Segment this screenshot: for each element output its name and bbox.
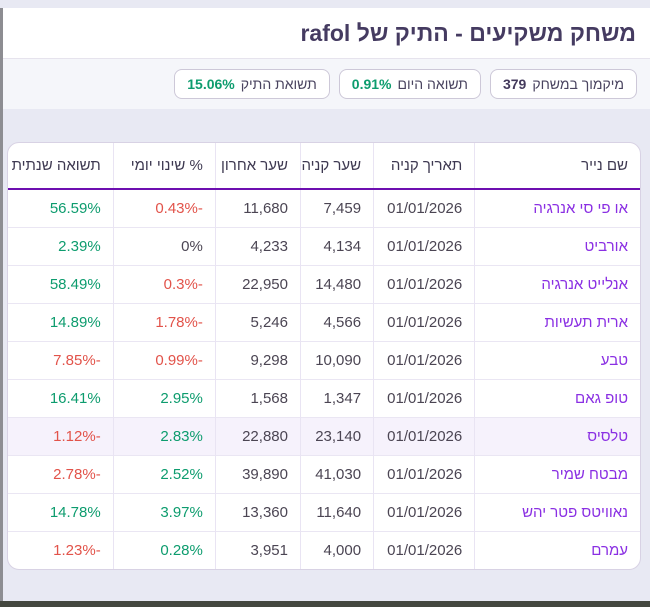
last-price-cell: 13,360 [214,493,301,532]
stat-value: 0.91% [351,76,392,92]
daily-change-cell: 2.52% [112,455,216,494]
buy-date-cell: 01/01/2026 [373,227,475,266]
portfolio-table: שם נייר תאריך קניה שער קניה שער אחרון% שינו… [8,143,640,569]
stat-badge-game-rank: מיקמוך במשחק 379 [489,69,637,99]
daily-change-cell: -0.43% [112,189,216,228]
buy-price-cell: 4,566 [299,303,374,342]
annual-return-cell: 56.59% [49,200,101,217]
annual-return-cell: -2.78% [53,466,101,483]
last-price-cell: 22,950 [214,265,301,304]
column-header: שער קניה [299,143,374,189]
annual-return-cell: 58.49% [49,276,101,293]
buy-date-cell: 01/01/2026 [373,379,475,418]
daily-change-cell: -0.99% [112,341,216,380]
table-row: טלסיס 01/01/2026 23,140 22,880 2.83% -1.12% [8,417,640,456]
window-bottom-edge [0,601,650,607]
table-row: טופ גאם 01/01/2026 1,347 1,568 2.95% 16.41% [8,379,640,418]
security-link[interactable]: עמרם [474,531,640,569]
buy-price-cell: 11,640 [299,493,374,532]
stat-badge-daily-return: תשואה היום 0.91% [338,69,481,99]
security-link[interactable]: אנלייט אנרגיה [474,265,640,304]
annual-return-cell: 14.89% [49,314,101,331]
daily-change-cell: 0.28% [112,531,216,569]
table-row: אורביט 01/01/2026 4,134 4,233 0% 2.39% [8,227,640,266]
buy-date-cell: 01/01/2026 [373,341,475,380]
security-link[interactable]: טבע [474,341,640,380]
column-header: % שינוי יומי [112,143,216,189]
annual-return-cell: -7.85% [53,352,101,369]
last-price-cell: 11,680 [214,189,301,228]
last-price-cell: 4,233 [214,227,301,266]
buy-price-cell: 7,459 [299,189,374,228]
stats-strip: מיקמוך במשחק 379 תשואה היום 0.91% תשואת התיק… [0,59,650,109]
window-left-edge [0,8,3,607]
security-link[interactable]: נאוויטס פטר יהש [474,493,640,532]
daily-change-cell: 2.95% [112,379,216,418]
portfolio-card: שם נייר תאריך קניה שער קניה שער אחרון% שינו… [7,142,641,570]
column-header: תאריך קניה [373,143,475,189]
buy-date-cell: 01/01/2026 [373,265,475,304]
daily-change-cell: 0% [112,227,216,266]
buy-date-cell: 01/01/2026 [373,189,475,228]
table-row: ארית תעשיות 01/01/2026 4,566 5,246 -1.78% 14.… [8,303,640,342]
buy-date-cell: 01/01/2026 [373,303,475,342]
daily-change-cell: 2.83% [112,417,216,456]
annual-return-cell: -1.23% [53,542,101,559]
stat-label: תשואת התיק [240,76,317,92]
table-row: עמרם 01/01/2026 4,000 3,951 0.28% -1.23% [8,531,640,569]
last-price-cell: 1,568 [214,379,301,418]
buy-date-cell: 01/01/2026 [373,493,475,532]
annual-return-cell: 16.41% [49,390,101,407]
title-band: משחק משקיעים - התיק של rafol [0,8,650,59]
stat-label: מיקמוך במשחק [532,76,624,92]
daily-change-cell: 3.97% [112,493,216,532]
annual-return-cell: -1.12% [53,428,101,445]
security-link[interactable]: מבטח שמיר [474,455,640,494]
column-header: שער אחרון [214,143,301,189]
buy-date-cell: 01/01/2026 [373,417,475,456]
table-row: נאוויטס פטר יהש 01/01/2026 11,640 13,360 3.9… [8,493,640,532]
table-header-row: שם נייר תאריך קניה שער קניה שער אחרון% שינו… [8,143,640,189]
page-title: משחק משקיעים - התיק של rafol [300,19,636,46]
column-header: תשואה שנתית [11,157,101,174]
buy-price-cell: 1,347 [299,379,374,418]
annual-return-cell: 2.39% [58,238,101,255]
security-link[interactable]: טופ גאם [474,379,640,418]
page: { "page": { "title": "משחק משקיעים - התי… [0,8,650,607]
security-link[interactable]: טלסיס [474,417,640,456]
buy-price-cell: 4,000 [299,531,374,569]
stat-badge-portfolio-return: תשואת התיק 15.06% [174,69,330,99]
buy-price-cell: 14,480 [299,265,374,304]
table-row: טבע 01/01/2026 10,090 9,298 -0.99% -7.85% [8,341,640,380]
last-price-cell: 9,298 [214,341,301,380]
last-price-cell: 3,951 [214,531,301,569]
buy-date-cell: 01/01/2026 [373,455,475,494]
last-price-cell: 22,880 [214,417,301,456]
buy-date-cell: 01/01/2026 [373,531,475,569]
last-price-cell: 39,890 [214,455,301,494]
buy-price-cell: 10,090 [299,341,374,380]
buy-price-cell: 41,030 [299,455,374,494]
table-row: אנלייט אנרגיה 01/01/2026 14,480 22,950 -0.3%… [8,265,640,304]
stat-value: 15.06% [187,76,235,92]
stat-label: תשואה היום [397,76,468,92]
daily-change-cell: -0.3% [112,265,216,304]
security-link[interactable]: אורביט [474,227,640,266]
security-link[interactable]: או פי סי אנרגיה [474,189,640,228]
column-header: שם נייר [474,143,640,189]
daily-change-cell: -1.78% [112,303,216,342]
security-link[interactable]: ארית תעשיות [474,303,640,342]
stat-value: 379 [502,76,527,92]
table-row: או פי סי אנרגיה 01/01/2026 7,459 11,680 -0.4… [8,189,640,228]
table-row: מבטח שמיר 01/01/2026 41,030 39,890 2.52% -2.7… [8,455,640,494]
annual-return-cell: 14.78% [49,504,101,521]
buy-price-cell: 4,134 [299,227,374,266]
buy-price-cell: 23,140 [299,417,374,456]
last-price-cell: 5,246 [214,303,301,342]
